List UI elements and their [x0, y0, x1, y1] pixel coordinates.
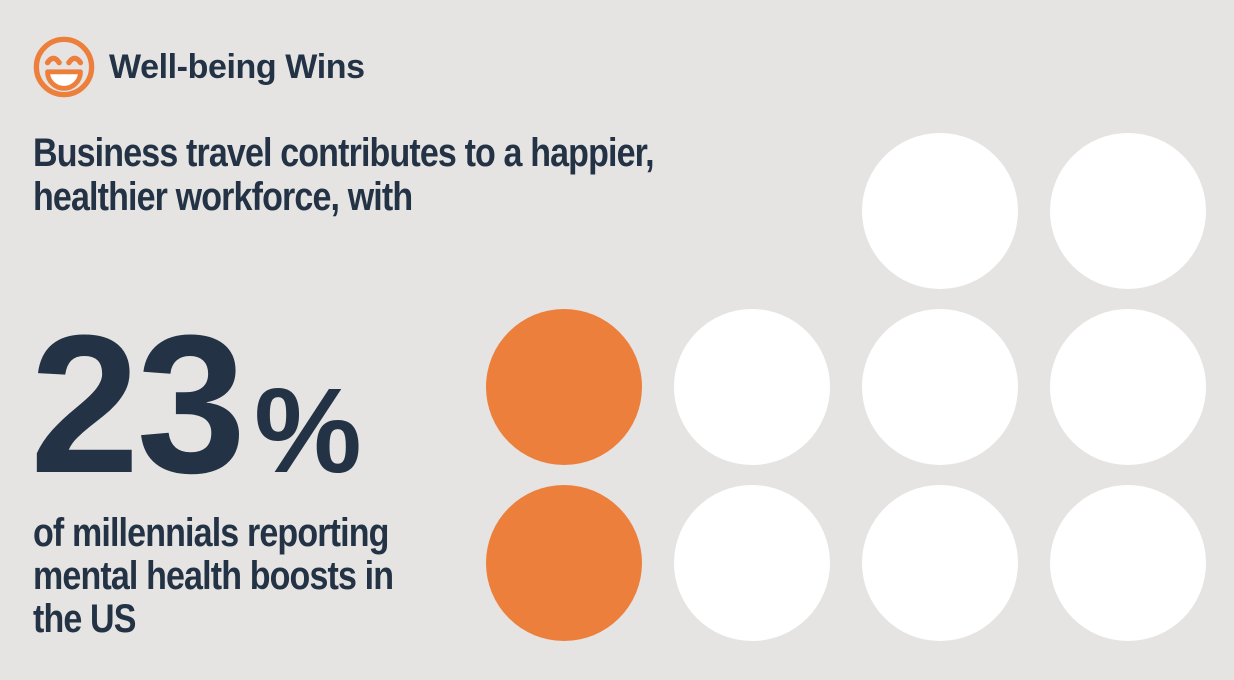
laughing-mouth [45, 69, 83, 91]
stat-caption: of millennials reporting mental health b… [33, 511, 394, 641]
dot [674, 309, 830, 465]
caption-line-1: of millennials reporting [33, 511, 389, 555]
dot [862, 309, 1018, 465]
dot [674, 485, 830, 641]
brand: Well-being Wins [33, 36, 365, 98]
dot-grid-chart [486, 133, 1206, 641]
stat-value: 23 [30, 294, 246, 514]
dot [1050, 485, 1206, 641]
dot [1050, 309, 1206, 465]
headline-line-1: Business travel contributes to a happier… [33, 131, 655, 175]
dot [1050, 133, 1206, 289]
headline-line-2: healthier workforce, with [33, 175, 413, 219]
headline: Business travel contributes to a happier… [33, 131, 655, 219]
right-eye-arc [66, 55, 84, 66]
left-eye-arc [44, 55, 62, 66]
dot-highlighted [486, 309, 642, 465]
caption-line-3: the US [33, 597, 136, 641]
laughing-smiley-icon [33, 36, 95, 98]
dot-highlighted [486, 485, 642, 641]
stat-percent-sign: % [254, 362, 362, 498]
caption-line-2: mental health boosts in [33, 554, 394, 598]
dot [862, 133, 1018, 289]
stat: 23 % [30, 294, 362, 515]
brand-name: Well-being Wins [109, 47, 365, 86]
dot [862, 485, 1018, 641]
